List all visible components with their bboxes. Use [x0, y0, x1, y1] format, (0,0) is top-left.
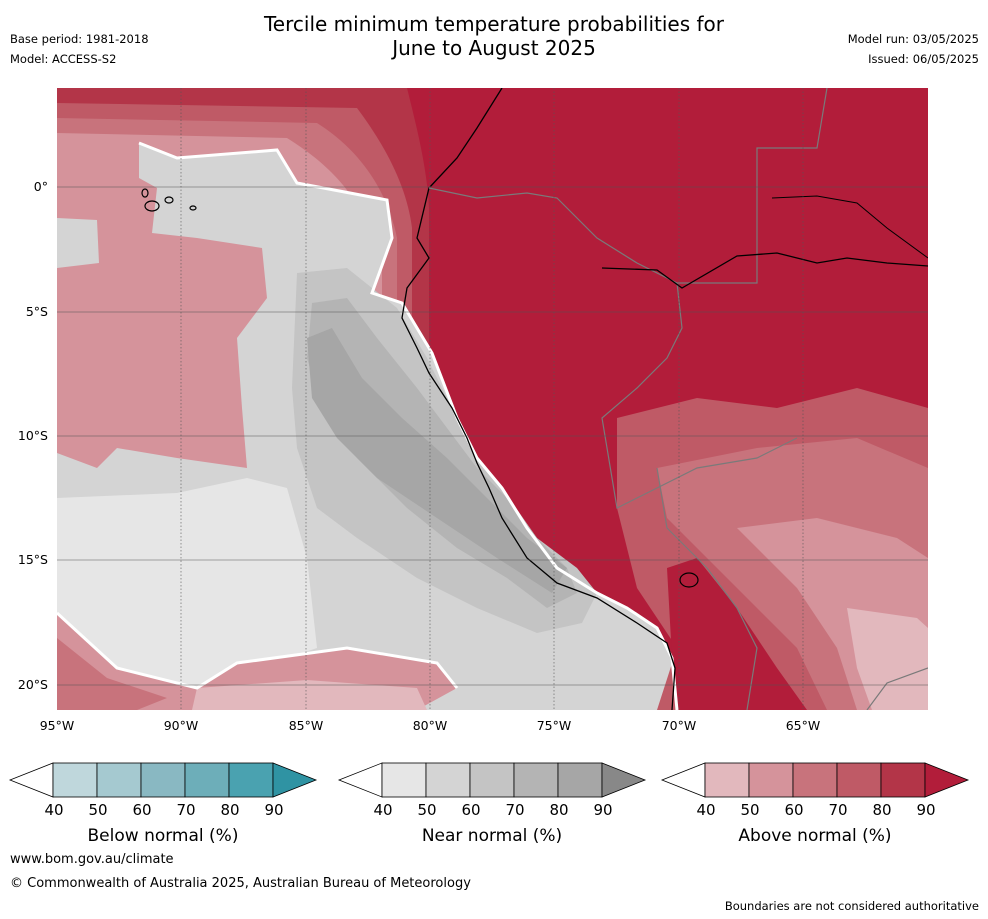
cb1-tick: 80 — [549, 801, 569, 819]
colorbar-segment — [557, 762, 603, 798]
above-40-inland — [847, 608, 928, 710]
border-bolivia — [656, 467, 758, 710]
lon-label-90w: 90°W — [163, 718, 199, 733]
meta-left: Base period: 1981-2018 Model: ACCESS-S2 — [10, 29, 149, 69]
colorbar-above-normal — [660, 762, 970, 798]
meta-right: Model run: 03/05/2025 Issued: 06/05/2025 — [848, 29, 979, 69]
contour-south — [57, 611, 459, 690]
cb1-tick: 90 — [593, 801, 613, 819]
lat-label-10s: 10°S — [17, 428, 48, 443]
model-name: Model: ACCESS-S2 — [10, 52, 117, 66]
colorbar-segment — [96, 762, 142, 798]
cb1-tick: 40 — [373, 801, 393, 819]
footer-copyright: © Commonwealth of Australia 2025, Austra… — [10, 876, 471, 891]
footer-url[interactable]: www.bom.gov.au/climate — [10, 852, 174, 867]
lat-label-5s: 5°S — [25, 304, 48, 319]
above-40-south — [192, 680, 427, 710]
cb1-tick: 50 — [417, 801, 437, 819]
above-60-south — [57, 638, 167, 710]
lake-titicaca — [679, 572, 699, 588]
colorbar-segment — [748, 762, 794, 798]
colorbar-segment — [184, 762, 230, 798]
lon-label-85w: 85°W — [288, 718, 324, 733]
cb0-tick: 70 — [176, 801, 196, 819]
cb2-tick: 50 — [740, 801, 760, 819]
cb2-tick: 80 — [872, 801, 892, 819]
cb0-tick: 40 — [44, 801, 64, 819]
colorbar-label-near: Near normal (%) — [421, 826, 563, 846]
chart-title: Tercile minimum temperature probabilitie… — [0, 12, 988, 60]
cb2-tick: 90 — [916, 801, 936, 819]
colorbar-segment — [381, 762, 427, 798]
colorbar-left-extend — [8, 762, 54, 798]
cb1-tick: 70 — [505, 801, 525, 819]
colorbar-near-normal — [337, 762, 647, 798]
grid-lines — [57, 88, 928, 710]
lon-label-75w: 75°W — [536, 718, 572, 733]
colorbar-segment — [228, 762, 274, 798]
colorbar-below-normal — [8, 762, 318, 798]
colorbar-left-extend — [337, 762, 383, 798]
lat-label-0: 0° — [33, 179, 48, 194]
title-line-1: Tercile minimum temperature probabilitie… — [263, 12, 725, 36]
cb2-tick: 60 — [784, 801, 804, 819]
colorbar-segment — [513, 762, 559, 798]
colorbar-segment — [792, 762, 838, 798]
above-90-strip — [667, 558, 807, 710]
disclaimer: Boundaries are not considered authoritat… — [724, 899, 979, 913]
cb0-tick: 80 — [220, 801, 240, 819]
lat-label-20s: 20°S — [17, 677, 48, 692]
colorbar-right-extend — [924, 762, 970, 798]
colorbar-right-extend — [601, 762, 647, 798]
colorbars — [8, 762, 970, 798]
colorbar-right-extend — [272, 762, 318, 798]
colorbar-segment — [836, 762, 882, 798]
colorbar-segment — [140, 762, 186, 798]
colorbar-segment — [880, 762, 926, 798]
lon-label-70w: 70°W — [661, 718, 697, 733]
cb2-tick: 40 — [696, 801, 716, 819]
near-zone-west — [57, 218, 99, 268]
galapagos-islands — [141, 188, 197, 212]
border-paraguay — [866, 667, 928, 710]
colorbar-label-below: Below normal (%) — [87, 826, 239, 846]
border-peru-brazil — [428, 187, 798, 509]
model-run: Model run: 03/05/2025 — [847, 32, 979, 46]
lon-label-65w: 65°W — [785, 718, 821, 733]
border-colombia — [677, 88, 828, 284]
colorbar-segment — [52, 762, 98, 798]
amazon-river — [601, 252, 928, 289]
cb1-tick: 60 — [461, 801, 481, 819]
issued-date: Issued: 06/05/2025 — [868, 52, 979, 66]
lon-label-95w: 95°W — [39, 718, 75, 733]
colorbar-segment — [704, 762, 750, 798]
coastline — [401, 88, 676, 710]
probability-map — [57, 88, 928, 710]
base-period: Base period: 1981-2018 — [10, 32, 149, 46]
title-line-2: June to August 2025 — [392, 36, 596, 60]
near-40-zone — [57, 478, 317, 688]
cb2-tick: 70 — [828, 801, 848, 819]
colorbar-segment — [469, 762, 515, 798]
near-80-zone — [307, 328, 567, 593]
colorbar-label-above: Above normal (%) — [738, 826, 892, 846]
cb0-tick: 90 — [264, 801, 284, 819]
cb0-tick: 60 — [132, 801, 152, 819]
lon-label-80w: 80°W — [412, 718, 448, 733]
colorbar-left-extend — [660, 762, 706, 798]
lat-label-15s: 15°S — [17, 552, 48, 567]
colorbar-segment — [425, 762, 471, 798]
rio-negro — [771, 195, 928, 259]
cb0-tick: 50 — [88, 801, 108, 819]
